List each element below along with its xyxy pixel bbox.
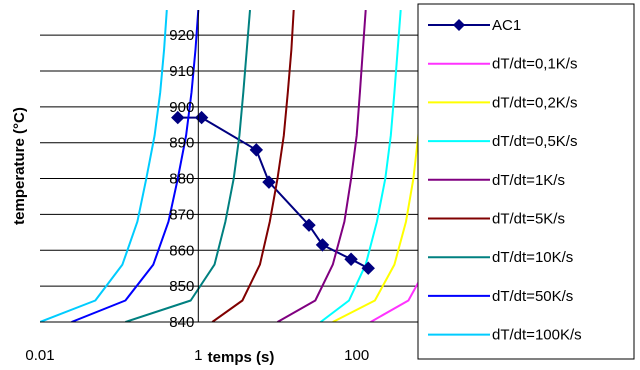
marker-layer bbox=[171, 110, 375, 275]
y-tick-label-880: 880 bbox=[169, 171, 194, 188]
x-tick-label-0.01: 0.01 bbox=[25, 347, 54, 364]
y-tick-label-850: 850 bbox=[169, 278, 194, 295]
x-tick-labels: 0.01 1 100 bbox=[25, 347, 369, 364]
legend-label-7: dT/dt=50K/s bbox=[492, 288, 573, 305]
ac1-point-0 bbox=[171, 110, 185, 125]
series-line-7 bbox=[71, 10, 200, 322]
ac1-point-2 bbox=[249, 143, 264, 157]
legend-items: AC1 dT/dt=0,1K/s dT/dt=0,2K/s dT/dt=0,5K/s d… bbox=[428, 17, 582, 344]
legend-label-1: dT/dt=0,1K/s bbox=[492, 56, 577, 73]
ac1-point-6 bbox=[344, 252, 358, 266]
y-tick-label-870: 870 bbox=[169, 206, 194, 223]
legend-marker-0 bbox=[453, 19, 465, 31]
series-line-8 bbox=[40, 10, 168, 322]
ac1-point-5 bbox=[315, 238, 330, 252]
x-tick-label-100: 100 bbox=[344, 347, 369, 364]
series-line-0 bbox=[177, 116, 369, 270]
y-tick-label-920: 920 bbox=[169, 27, 194, 44]
y-tick-label-900: 900 bbox=[169, 99, 194, 116]
ac1-point-4 bbox=[302, 218, 316, 232]
ac1-point-7 bbox=[361, 261, 375, 275]
x-tick-label-1: 1 bbox=[194, 347, 202, 364]
legend: AC1 dT/dt=0,1K/s dT/dt=0,2K/s dT/dt=0,5K/s d… bbox=[417, 3, 635, 360]
x-axis-title: temps (s) bbox=[208, 349, 275, 366]
series-line-4 bbox=[277, 10, 367, 322]
y-tick-label-840: 840 bbox=[169, 314, 194, 331]
legend-label-6: dT/dt=10K/s bbox=[492, 249, 573, 266]
ac1-point-3 bbox=[262, 175, 276, 189]
legend-label-5: dT/dt=5K/s bbox=[492, 211, 565, 228]
y-tick-label-910: 910 bbox=[169, 63, 194, 80]
legend-label-3: dT/dt=0,5K/s bbox=[492, 133, 577, 150]
series-line-5 bbox=[211, 10, 295, 322]
legend-label-4: dT/dt=1K/s bbox=[492, 172, 565, 189]
y-tick-labels: 840 850 860 870 880 890 900 910 920 bbox=[169, 27, 194, 331]
y-tick-label-890: 890 bbox=[169, 135, 194, 152]
series-line-3 bbox=[319, 10, 402, 322]
y-tick-label-860: 860 bbox=[169, 242, 194, 259]
y-axis-title: temperature (°C) bbox=[11, 107, 28, 225]
legend-label-2: dT/dt=0,2K/s bbox=[492, 94, 577, 111]
legend-label-0: AC1 bbox=[492, 17, 521, 34]
legend-label-8: dT/dt=100K/s bbox=[492, 327, 582, 344]
